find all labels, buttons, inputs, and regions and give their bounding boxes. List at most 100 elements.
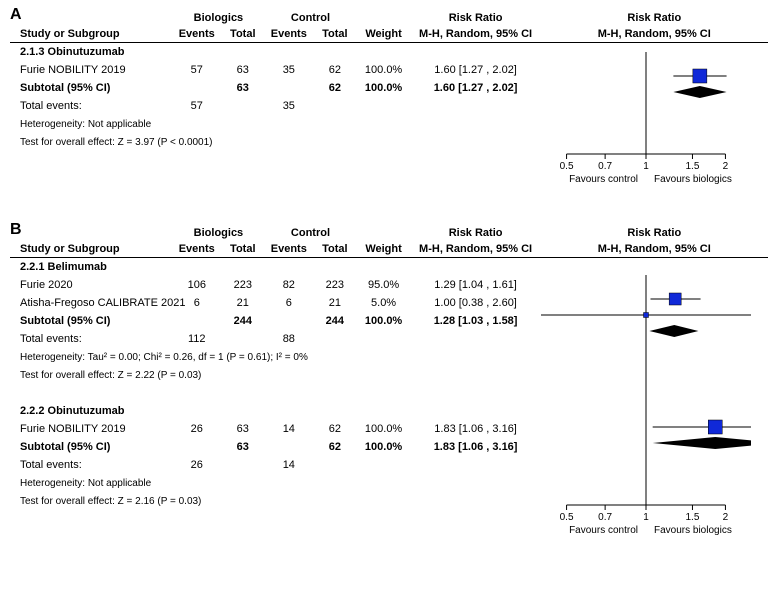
subtotal-ci: 1.60 [1.27 , 2.02]	[411, 79, 541, 97]
control-events: 35	[264, 61, 313, 79]
subtotal-weight: 100.0%	[357, 312, 411, 330]
biologics-total: 21	[221, 294, 264, 312]
total-events-b: 26	[172, 456, 221, 474]
control-total: 62	[313, 420, 356, 438]
control-events: 14	[264, 420, 313, 438]
total-events-label: Total events:	[10, 97, 172, 115]
total-events-b: 112	[172, 330, 221, 348]
header-events: Events	[172, 241, 221, 258]
biologics-events: 26	[172, 420, 221, 438]
forest-plot: 0.50.711.52Favours controlFavours biolog…	[541, 258, 768, 565]
header-events: Events	[172, 26, 221, 43]
weight: 5.0%	[357, 294, 411, 312]
total-events-c: 35	[264, 97, 313, 115]
total-events-c: 14	[264, 456, 313, 474]
svg-text:1.5: 1.5	[685, 161, 699, 172]
total-events-label: Total events:	[10, 330, 172, 348]
study-name: Furie 2020	[10, 276, 172, 294]
risk-ratio-ci: 1.29 [1.04 , 1.61]	[411, 276, 541, 294]
total-events-c: 88	[264, 330, 313, 348]
subgroup-title: 2.2.2 Obinutuzumab	[10, 402, 541, 420]
biologics-total: 63	[221, 420, 264, 438]
header-events: Events	[264, 26, 313, 43]
study-name: Atisha-Fregoso CALIBRATE 2021	[10, 294, 172, 312]
subtotal-weight: 100.0%	[357, 79, 411, 97]
forest-panel: BBiologicsControlRisk RatioRisk RatioStu…	[10, 225, 768, 564]
subtotal-bt: 63	[221, 438, 264, 456]
svg-text:0.5: 0.5	[559, 161, 573, 172]
header-mh: M-H, Random, 95% CI	[411, 241, 541, 258]
overall-effect: Test for overall effect: Z = 3.97 (P < 0…	[10, 133, 541, 151]
svg-text:Favours control: Favours control	[569, 525, 638, 536]
header-rr: Risk Ratio	[411, 225, 541, 241]
overall-effect: Test for overall effect: Z = 2.16 (P = 0…	[10, 492, 541, 510]
forest-table: BiologicsControlRisk RatioRisk RatioStud…	[10, 225, 768, 564]
header-weight: Weight	[357, 241, 411, 258]
weight: 100.0%	[357, 61, 411, 79]
overall-effect: Test for overall effect: Z = 2.22 (P = 0…	[10, 366, 541, 384]
risk-ratio-ci: 1.60 [1.27 , 2.02]	[411, 61, 541, 79]
biologics-events: 57	[172, 61, 221, 79]
subtotal-ct: 62	[313, 438, 356, 456]
study-name: Furie NOBILITY 2019	[10, 61, 172, 79]
subtotal-label: Subtotal (95% CI)	[10, 312, 172, 330]
control-events: 82	[264, 276, 313, 294]
svg-text:1: 1	[643, 161, 649, 172]
subtotal-bt: 244	[221, 312, 264, 330]
biologics-total: 63	[221, 61, 264, 79]
subtotal-label: Subtotal (95% CI)	[10, 438, 172, 456]
svg-text:Favours biologics: Favours biologics	[654, 525, 732, 536]
biologics-events: 106	[172, 276, 221, 294]
subtotal-bt: 63	[221, 79, 264, 97]
heterogeneity: Heterogeneity: Not applicable	[10, 474, 541, 492]
svg-text:2: 2	[722, 161, 728, 172]
header-mh-plot: M-H, Random, 95% CI	[541, 26, 768, 43]
svg-text:1.5: 1.5	[685, 512, 699, 523]
header-control: Control	[264, 10, 356, 26]
header-study: Study or Subgroup	[10, 241, 172, 258]
forest-plot: 0.50.711.52Favours controlFavours biolog…	[541, 43, 768, 206]
control-total: 223	[313, 276, 356, 294]
subtotal-weight: 100.0%	[357, 438, 411, 456]
header-total: Total	[221, 26, 264, 43]
heterogeneity: Heterogeneity: Tau² = 0.00; Chi² = 0.26,…	[10, 348, 541, 366]
panel-label: A	[10, 6, 22, 24]
control-total: 62	[313, 61, 356, 79]
panel-label: B	[10, 221, 22, 239]
biologics-total: 223	[221, 276, 264, 294]
control-total: 21	[313, 294, 356, 312]
header-total: Total	[221, 241, 264, 258]
svg-text:2: 2	[722, 512, 728, 523]
risk-ratio-ci: 1.83 [1.06 , 3.16]	[411, 420, 541, 438]
header-rr-plot: Risk Ratio	[541, 10, 768, 26]
weight: 95.0%	[357, 276, 411, 294]
subtotal-ci: 1.83 [1.06 , 3.16]	[411, 438, 541, 456]
subtotal-label: Subtotal (95% CI)	[10, 79, 172, 97]
header-mh: M-H, Random, 95% CI	[411, 26, 541, 43]
subgroup-title: 2.1.3 Obinutuzumab	[10, 43, 541, 62]
header-total: Total	[313, 241, 356, 258]
forest-table: BiologicsControl Risk RatioRisk Ratio Stud…	[10, 10, 768, 205]
weight: 100.0%	[357, 420, 411, 438]
svg-text:Favours control: Favours control	[569, 174, 638, 185]
header-biologics: Biologics	[172, 225, 264, 241]
subtotal-ct: 244	[313, 312, 356, 330]
header-study: Study or Subgroup	[10, 26, 172, 43]
heterogeneity: Heterogeneity: Not applicable	[10, 115, 541, 133]
control-events: 6	[264, 294, 313, 312]
header-biologics: Biologics	[172, 10, 264, 26]
subgroup-title: 2.2.1 Belimumab	[10, 258, 541, 277]
header-rr: Risk Ratio	[411, 10, 541, 26]
forest-panel: ABiologicsControlRisk RatioRisk RatioStu…	[10, 10, 768, 205]
svg-text:0.7: 0.7	[598, 512, 612, 523]
header-mh-plot: M-H, Random, 95% CI	[541, 241, 768, 258]
header-total: Total	[313, 26, 356, 43]
svg-text:0.7: 0.7	[598, 161, 612, 172]
subtotal-ci: 1.28 [1.03 , 1.58]	[411, 312, 541, 330]
subtotal-ct: 62	[313, 79, 356, 97]
risk-ratio-ci: 1.00 [0.38 , 2.60]	[411, 294, 541, 312]
svg-text:1: 1	[643, 512, 649, 523]
total-events-b: 57	[172, 97, 221, 115]
study-name: Furie NOBILITY 2019	[10, 420, 172, 438]
header-rr-plot: Risk Ratio	[541, 225, 768, 241]
